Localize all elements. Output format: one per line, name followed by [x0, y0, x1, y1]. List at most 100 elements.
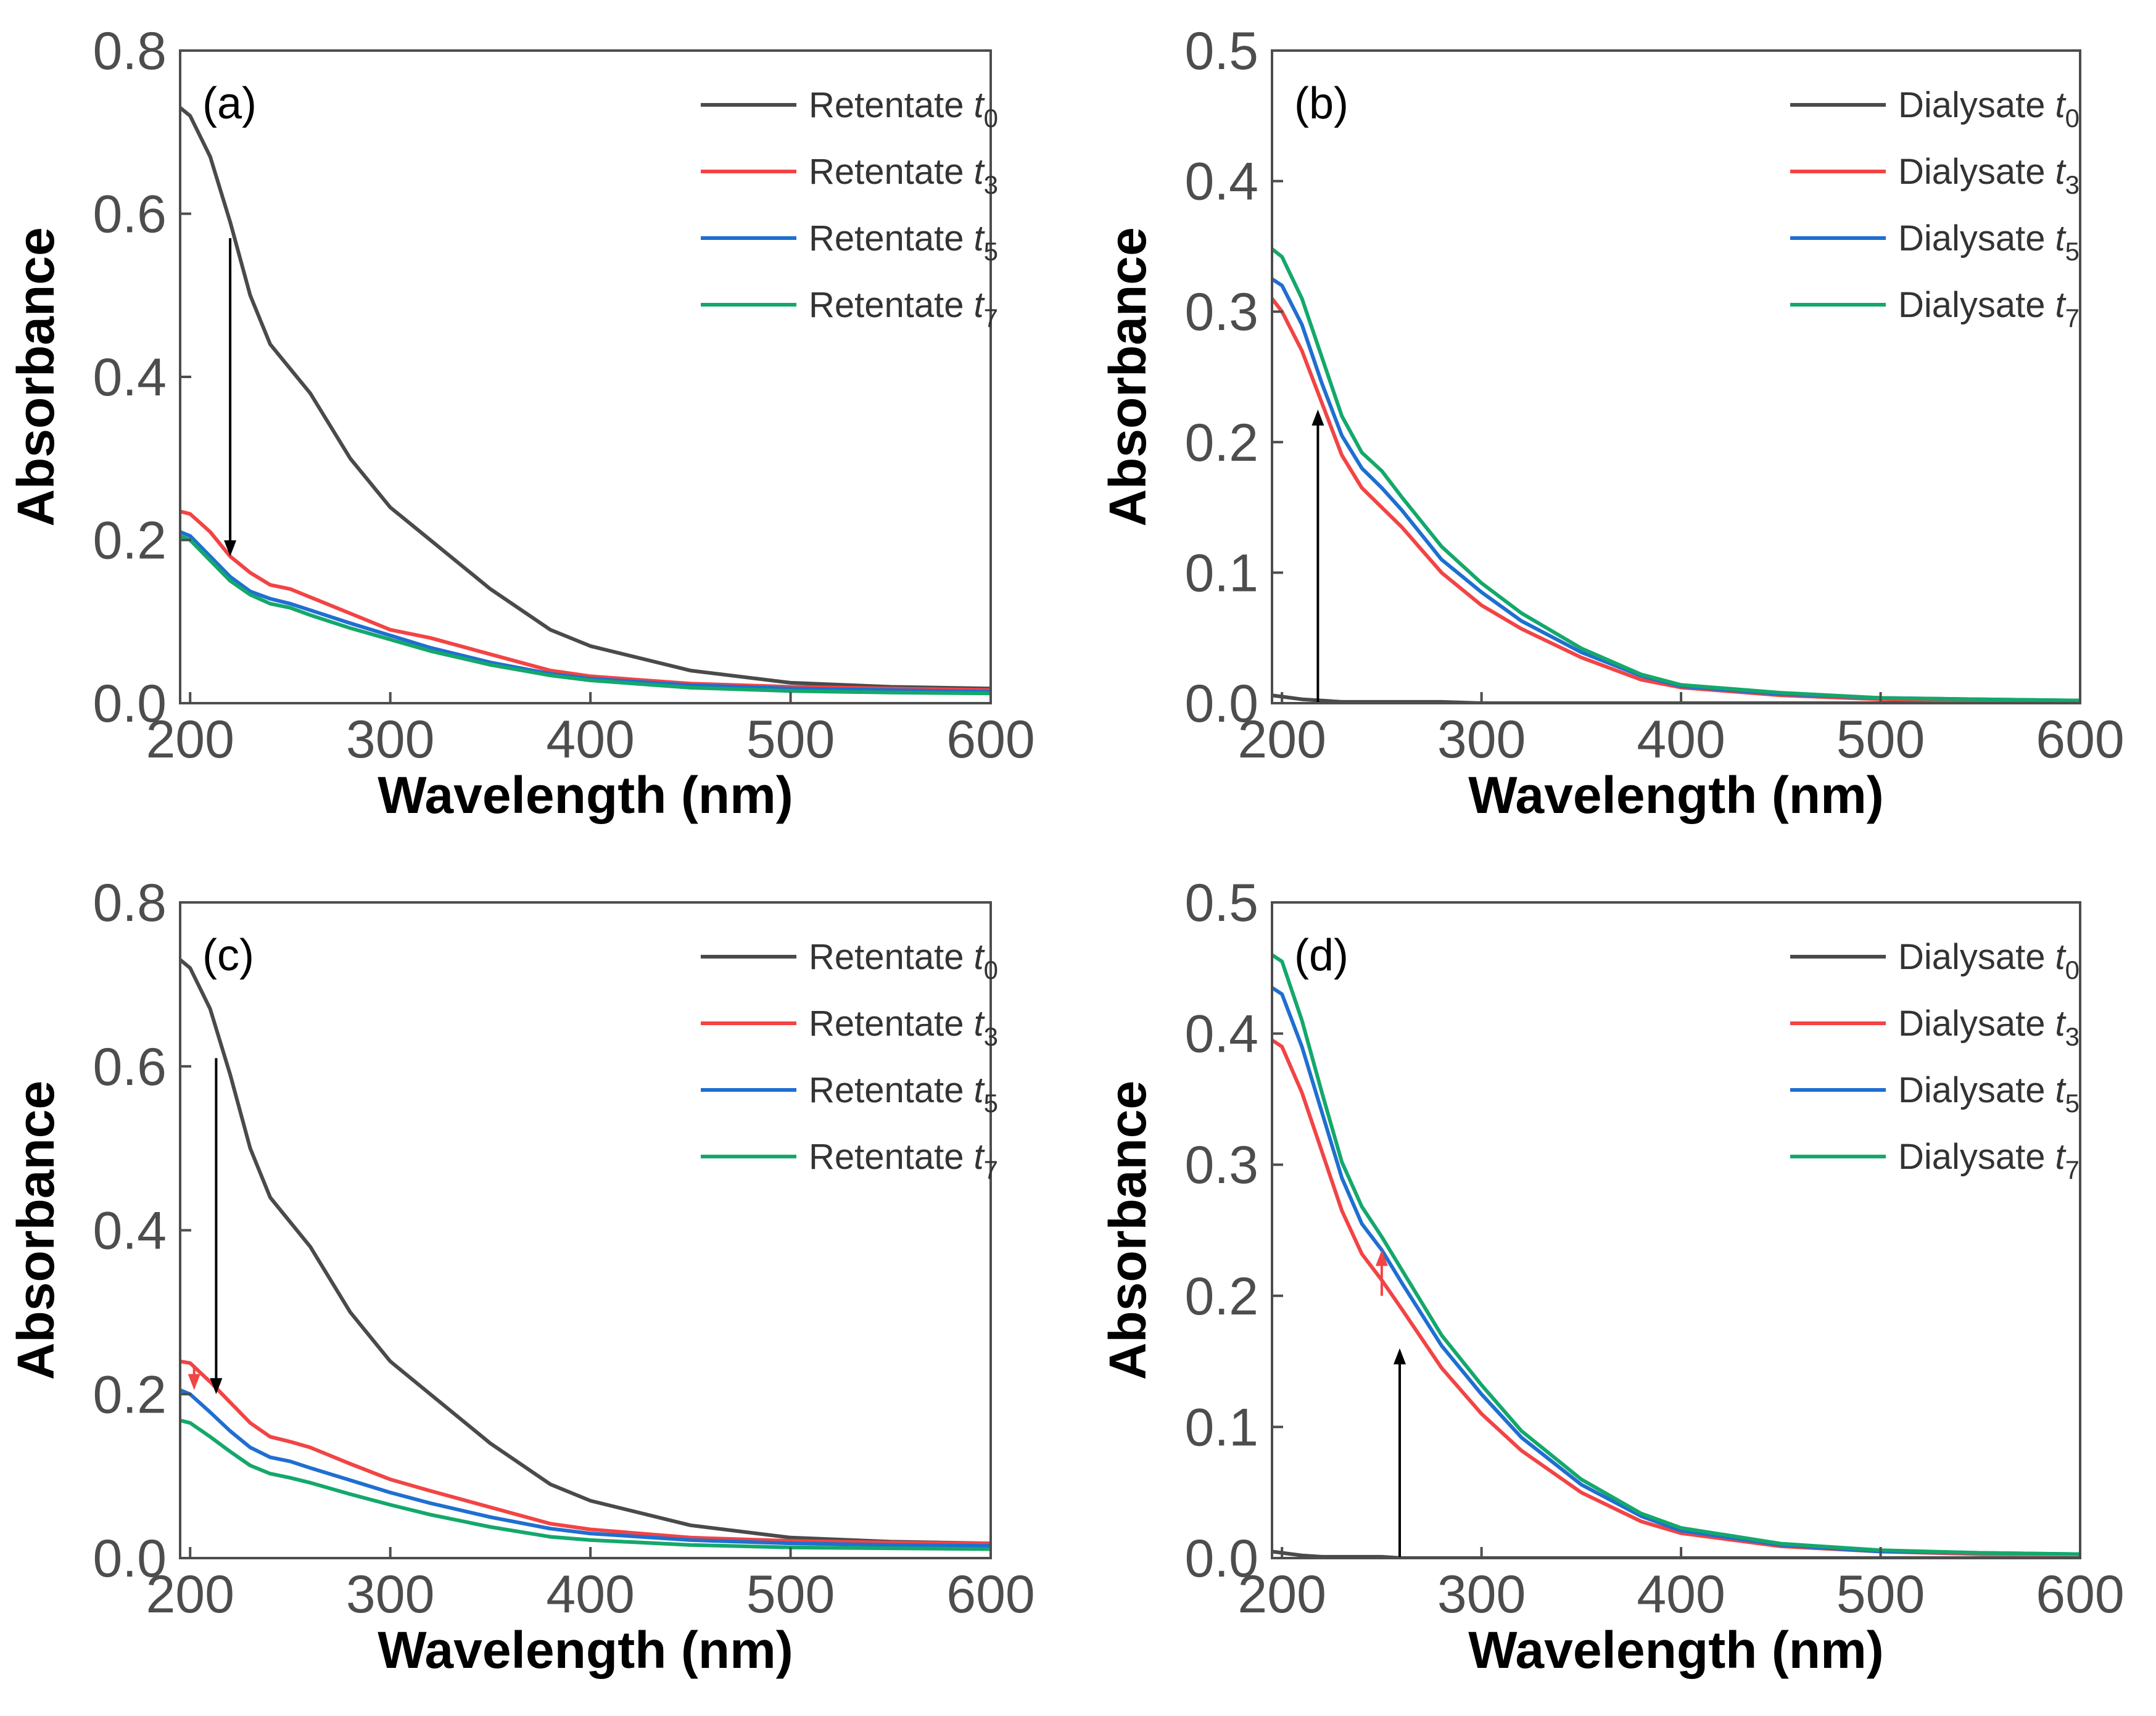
legend-subscript: 3 [2065, 1022, 2080, 1051]
legend-subscript: 0 [2065, 955, 2080, 984]
x-axis-title: Wavelength (nm) [378, 1621, 793, 1679]
legend-subscript: 3 [984, 170, 998, 199]
chart-panel-a: 200 300 400 500 600 0.0 0.2 0.4 0.6 0.8 Wavelength… [7, 22, 1035, 824]
legend-time-symbol: t [974, 937, 986, 977]
annotation-arrow [1311, 409, 1324, 703]
legend-label: Dialysate t5 [1898, 218, 2080, 266]
x-tick-label: 300 [346, 1565, 435, 1624]
legend-time-symbol: t [2055, 218, 2067, 258]
legend-label: Retentate t5 [809, 1070, 998, 1118]
annotation-arrow [224, 238, 237, 556]
y-tick-label: 0.0 [1184, 674, 1258, 733]
legend-time-symbol: t [974, 285, 986, 325]
x-tick-label: 300 [346, 710, 435, 769]
y-tick-label: 0.2 [93, 511, 167, 571]
legend-time-symbol: t [974, 218, 986, 258]
x-tick-label: 500 [1836, 710, 1925, 769]
legend-series-name: Retentate [809, 152, 964, 192]
y-tick-label: 0.6 [93, 185, 167, 244]
y-tick-label: 0.1 [1184, 543, 1258, 603]
panel-label: (b) [1294, 79, 1349, 128]
series-line-retentate-t7 [180, 1418, 991, 1551]
x-axis-title: Wavelength (nm) [378, 766, 793, 824]
annotation-arrow [188, 1365, 200, 1390]
legend-time-symbol: t [2055, 85, 2067, 125]
x-tick-label: 300 [1437, 710, 1526, 769]
x-tick-label: 200 [1237, 1565, 1326, 1624]
legend-subscript: 3 [984, 1022, 998, 1051]
series-line-retentate-t0 [180, 958, 991, 1546]
y-tick-label: 0.6 [93, 1037, 167, 1097]
x-tick-label: 500 [746, 710, 835, 769]
x-tick-label: 600 [946, 710, 1035, 769]
legend-time-symbol: t [974, 1137, 986, 1177]
legend-label: Dialysate t5 [1898, 1070, 2080, 1118]
legend-subscript: 3 [2065, 170, 2080, 199]
legend-label: Retentate t0 [809, 937, 998, 984]
legend-subscript: 5 [984, 1089, 998, 1118]
x-tick-label: 600 [2036, 710, 2125, 769]
legend-subscript: 7 [984, 303, 998, 332]
legend-series-name: Retentate [809, 85, 964, 125]
legend-time-symbol: t [2055, 1137, 2067, 1177]
y-tick-label: 0.1 [1184, 1398, 1258, 1457]
series-line-retentate-t5 [180, 530, 991, 694]
y-axis-title: Absorbance [1099, 1081, 1157, 1380]
x-tick-label: 500 [1836, 1565, 1925, 1624]
series-line-dialysate-t0 [1272, 1549, 2080, 1558]
legend-subscript: 5 [2065, 1089, 2080, 1118]
plot-frame [1271, 49, 2081, 704]
y-tick-label: 0.2 [1184, 1267, 1258, 1326]
legend-time-symbol: t [974, 152, 986, 192]
legend-subscript: 5 [2065, 237, 2080, 266]
y-tick-label: 0.5 [1184, 22, 1258, 81]
series-line-dialysate-t5 [1272, 277, 2080, 703]
x-tick-label: 500 [746, 1565, 835, 1624]
legend-time-symbol: t [974, 1004, 986, 1044]
x-tick-label: 200 [146, 1565, 234, 1624]
legend-series-name: Dialysate [1898, 218, 2046, 258]
y-axis-title: Absorbance [7, 227, 65, 526]
y-tick-label: 0.3 [1184, 1136, 1258, 1195]
series-line-retentate-t7 [180, 534, 991, 696]
legend-series-name: Retentate [809, 937, 964, 977]
series-line-retentate-t5 [180, 1388, 991, 1548]
legend-label: Dialysate t0 [1898, 85, 2080, 133]
legend-series-name: Retentate [809, 1004, 964, 1044]
legend-series-name: Retentate [809, 1137, 964, 1177]
x-axis-title: Wavelength (nm) [1468, 766, 1884, 824]
legend-label: Dialysate t3 [1898, 152, 2080, 199]
y-tick-label: 0.3 [1184, 283, 1258, 342]
legend-series-name: Dialysate [1898, 1004, 2046, 1044]
legend-label: Retentate t0 [809, 85, 998, 133]
series-line-dialysate-t7 [1272, 953, 2080, 1556]
x-axis-title: Wavelength (nm) [1468, 1621, 1884, 1679]
panel-label: (c) [202, 931, 254, 980]
y-tick-label: 0.4 [1184, 1005, 1258, 1064]
legend-label: Dialysate t0 [1898, 937, 2080, 984]
legend-series-name: Retentate [809, 1070, 964, 1110]
legend-series-name: Retentate [809, 218, 964, 258]
legend-subscript: 7 [984, 1155, 998, 1184]
y-tick-label: 0.4 [93, 348, 167, 407]
legend-label: Retentate t7 [809, 285, 998, 332]
chart-panel-b: 200 300 400 500 600 0.0 0.1 0.2 0.3 0.4 0.5 Wavelen… [1099, 22, 2125, 824]
legend-series-name: Dialysate [1898, 285, 2046, 325]
legend-subscript: 7 [2065, 1155, 2080, 1184]
legend-subscript: 5 [984, 237, 998, 266]
plot-frame [1271, 901, 2081, 1559]
legend-subscript: 7 [2065, 303, 2080, 332]
legend-label: Dialysate t7 [1898, 285, 2080, 332]
legend-series-name: Dialysate [1898, 85, 2046, 125]
legend-series-name: Retentate [809, 285, 964, 325]
legend-time-symbol: t [974, 85, 986, 125]
y-tick-label: 0.5 [1184, 873, 1258, 933]
x-tick-label: 200 [1237, 710, 1326, 769]
legend-label: Retentate t7 [809, 1137, 998, 1184]
legend-label: Dialysate t3 [1898, 1004, 2080, 1051]
x-tick-label: 400 [546, 1565, 635, 1624]
legend-series-name: Dialysate [1898, 1137, 2046, 1177]
